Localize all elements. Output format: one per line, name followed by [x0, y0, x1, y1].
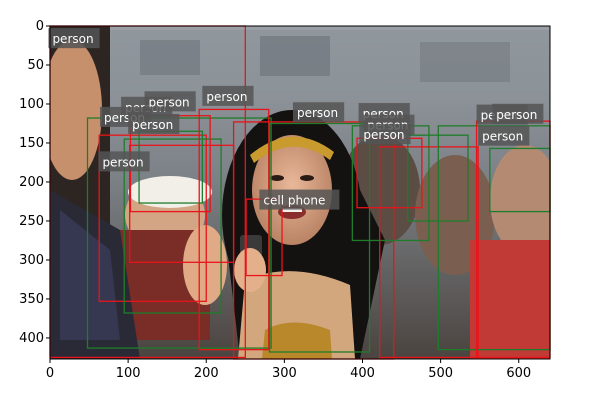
detection-labels: person person person person person person pers… [48, 28, 544, 210]
photo [50, 26, 550, 359]
detection-label-text: person [496, 108, 537, 122]
detection-label-text: person [102, 155, 143, 169]
x-tick-label: 100 [116, 366, 141, 381]
detection-label: person [128, 113, 180, 134]
bbox-green [123, 138, 222, 314]
y-tick-label: 300 [19, 253, 44, 268]
detection-label: person [98, 151, 150, 172]
detection-label-text: person [132, 118, 173, 132]
detection-label-bg [292, 102, 345, 123]
y-tick-label: 400 [19, 331, 44, 346]
y-tick-label: 0 [36, 19, 44, 34]
detection-label-bg [492, 103, 544, 124]
x-tick-label: 0 [46, 366, 54, 381]
y-tick-label: 50 [27, 58, 44, 73]
bbox-red [98, 134, 207, 302]
detection-label-bg [98, 151, 150, 172]
x-tick-label: 400 [350, 366, 375, 381]
bbox-red [379, 146, 479, 359]
y-axis: 0 50 100 150 200 250 300 350 400 [19, 19, 50, 346]
detection-label-bg [359, 124, 411, 145]
y-tick-label: 150 [19, 136, 44, 151]
detection-label: person [478, 125, 530, 146]
detection-label-text: person [297, 106, 338, 120]
detection-label: person [48, 28, 100, 49]
detection-label-text: person [363, 128, 404, 142]
detection-label-text: person [149, 95, 190, 109]
detection-label-bg [202, 85, 254, 106]
detection-label: person [359, 124, 411, 145]
y-tick-label: 200 [19, 175, 44, 190]
detection-label-text: person [52, 32, 93, 46]
y-tick-label: 100 [19, 97, 44, 112]
x-tick-label: 200 [194, 366, 219, 381]
y-tick-label: 350 [19, 292, 44, 307]
bbox-green [268, 122, 371, 353]
detection-label: person [202, 85, 254, 106]
detection-label-text: person [482, 130, 523, 144]
x-tick-label: 500 [428, 366, 453, 381]
detection-label-bg [144, 91, 196, 112]
detection-label-bg [259, 189, 340, 210]
detection-label: person [292, 102, 345, 123]
detection-label: cell phone [259, 189, 340, 210]
detection-label-bg [48, 28, 100, 49]
y-tick-label: 250 [19, 214, 44, 229]
detection-label: person [492, 103, 544, 124]
detection-label: person [144, 91, 196, 112]
x-axis: 0 100 200 300 400 500 600 [46, 359, 531, 381]
x-tick-label: 300 [272, 366, 297, 381]
detection-label-text: cell phone [263, 194, 325, 208]
axes-frame [49, 25, 551, 360]
detection-label-text: person [206, 90, 247, 104]
x-tick-label: 600 [506, 366, 531, 381]
detection-label-bg [478, 125, 530, 146]
detection-label-bg [128, 113, 180, 134]
